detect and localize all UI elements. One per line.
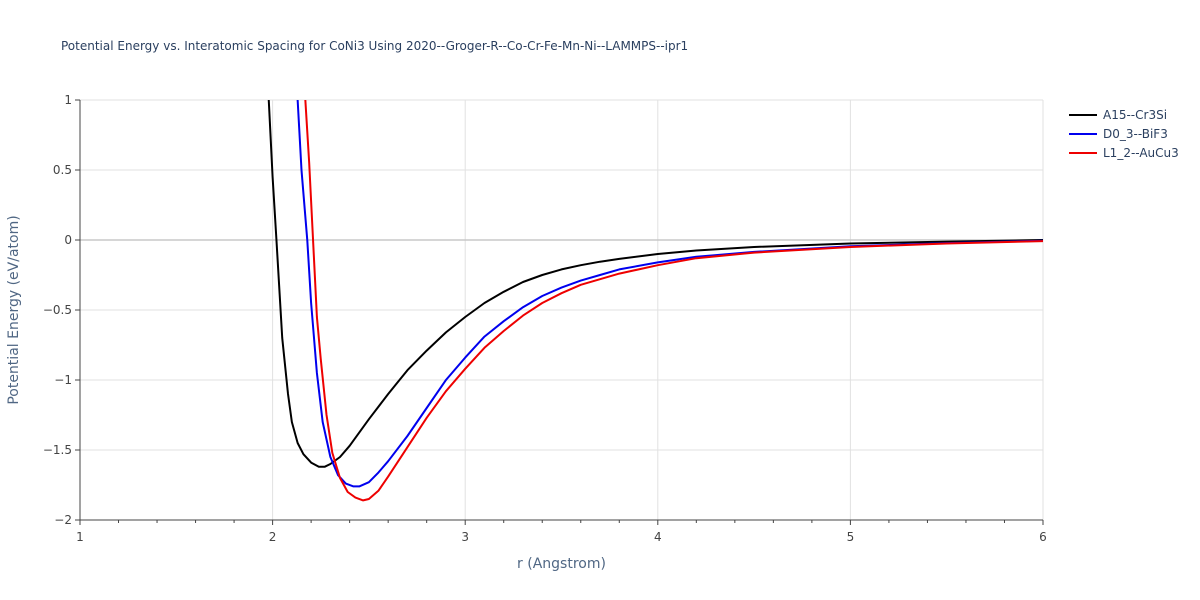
chart-title: Potential Energy vs. Interatomic Spacing… <box>61 39 688 53</box>
y-axis-title: Potential Energy (eV/atom) <box>6 215 22 404</box>
y-tick-label: −1 <box>54 373 72 387</box>
legend[interactable]: A15--Cr3Si D0_3--BiF3 L1_2--AuCu3 <box>1069 108 1179 160</box>
x-tick-label: 4 <box>654 530 662 544</box>
y-tick-label: −0.5 <box>43 303 72 317</box>
series-line-1[interactable] <box>296 100 1043 488</box>
legend-item-0[interactable]: A15--Cr3Si <box>1069 108 1167 122</box>
legend-label: D0_3--BiF3 <box>1103 127 1168 141</box>
plot-area <box>267 100 1043 502</box>
x-axis-title: r (Angstrom) <box>517 556 606 572</box>
y-tick-label: 0 <box>64 233 72 247</box>
axes: 1 2 3 4 5 6 1 0.5 0 −0.5 −1 −1.5 −2 <box>43 93 1047 544</box>
x-tick-label: 1 <box>76 530 84 544</box>
y-tick-label: 0.5 <box>53 163 72 177</box>
y-tick-label: −1.5 <box>43 443 72 457</box>
y-tick-label: −2 <box>54 513 72 527</box>
grid <box>80 99 1044 520</box>
legend-label: A15--Cr3Si <box>1103 108 1167 122</box>
legend-item-2[interactable]: L1_2--AuCu3 <box>1069 146 1179 160</box>
legend-item-1[interactable]: D0_3--BiF3 <box>1069 127 1168 141</box>
legend-label: L1_2--AuCu3 <box>1103 146 1179 160</box>
x-tick-label: 6 <box>1039 530 1047 544</box>
x-tick-label: 2 <box>269 530 277 544</box>
series-line-2[interactable] <box>304 100 1043 502</box>
y-tick-label: 1 <box>64 93 72 107</box>
series-line-0[interactable] <box>267 100 1043 468</box>
x-tick-label: 3 <box>461 530 469 544</box>
x-tick-label: 5 <box>847 530 855 544</box>
